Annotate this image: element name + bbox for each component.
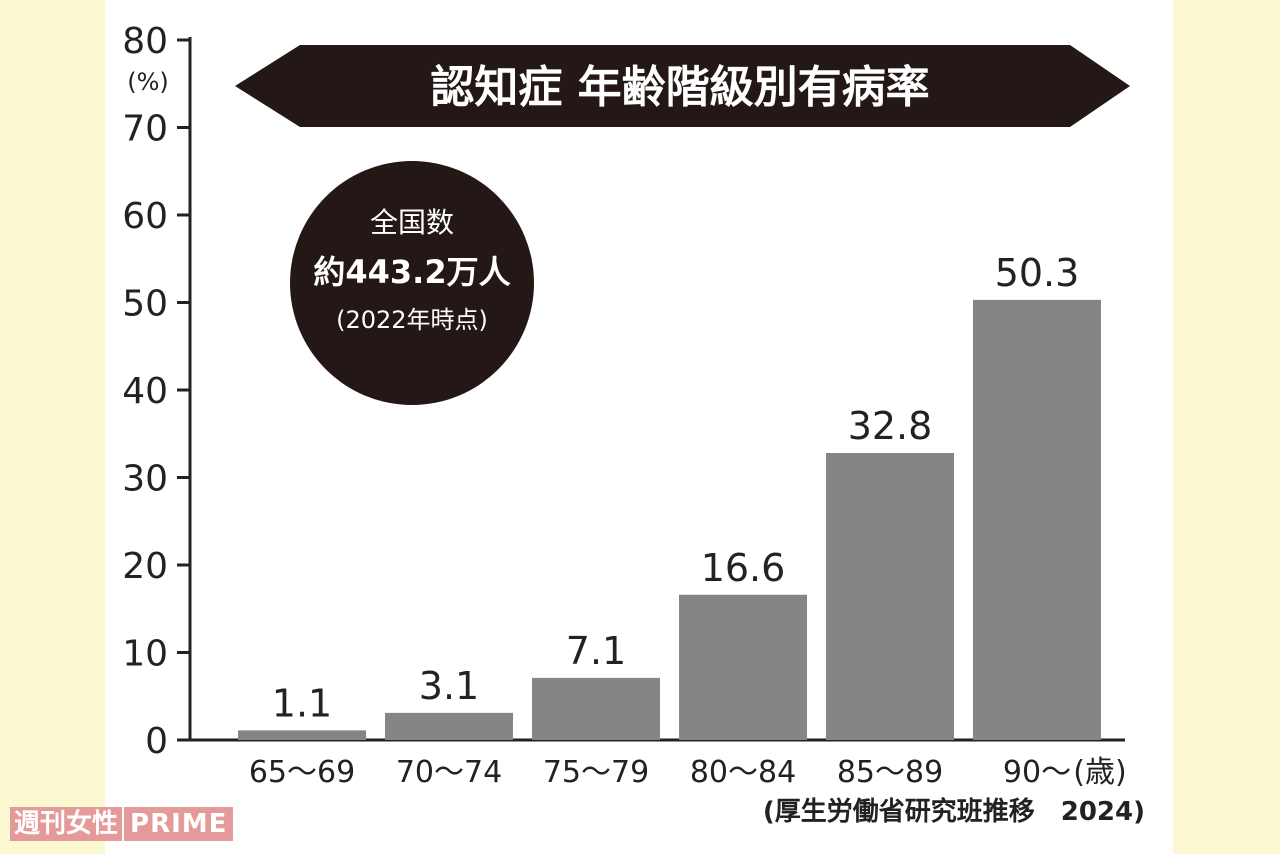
y-tick-label: 80 [122, 21, 168, 62]
y-tick-label: 50 [122, 284, 168, 325]
y-tick-label: 70 [122, 109, 168, 150]
bar-value-label: 3.1 [419, 664, 479, 708]
brand-watermark: 週刊女性 PRIME [10, 807, 234, 841]
annotation-line1: 全国数 [370, 206, 454, 239]
source-note: (厚生労働省研究班推移 2024) [763, 796, 1145, 827]
watermark-text-2: PRIME [124, 807, 234, 841]
x-category-label: 80～84 [690, 755, 796, 790]
bar-6 [973, 299, 1101, 740]
annotation-line3: (2022年時点) [336, 306, 488, 334]
bar-2 [385, 712, 513, 740]
y-tick-label: 30 [122, 459, 168, 500]
bar-5 [826, 453, 954, 740]
x-category-label: 70～74 [396, 755, 502, 790]
annotation-line2: 約443.2万人 [313, 253, 510, 291]
annotation-circle [290, 161, 534, 405]
y-tick-label: 60 [122, 196, 168, 237]
x-category-label: 90～ [1003, 755, 1071, 790]
y-axis-unit: (%) [127, 68, 169, 96]
bar-value-label: 7.1 [566, 629, 626, 673]
title-banner [235, 45, 1130, 127]
bar-value-label: 32.8 [848, 404, 933, 448]
watermark-text-1: 週刊女性 [10, 807, 123, 841]
bar-1 [238, 730, 366, 740]
y-tick-label: 20 [122, 546, 168, 587]
chart-title: 認知症 年齢階級別有病率 [430, 62, 929, 113]
bar-value-label: 1.1 [272, 681, 332, 725]
bar-3 [532, 677, 660, 740]
y-tick-label: 0 [145, 721, 168, 762]
x-category-label: 75～79 [543, 755, 649, 790]
x-axis-unit: (歳) [1073, 755, 1126, 790]
bar-value-label: 50.3 [995, 251, 1080, 295]
y-tick-label: 10 [122, 634, 168, 675]
bar-value-label: 16.6 [701, 546, 786, 590]
y-tick-label: 40 [122, 371, 168, 412]
x-category-label: 65～69 [249, 755, 355, 790]
x-category-label: 85～89 [837, 755, 943, 790]
bar-4 [679, 594, 807, 740]
